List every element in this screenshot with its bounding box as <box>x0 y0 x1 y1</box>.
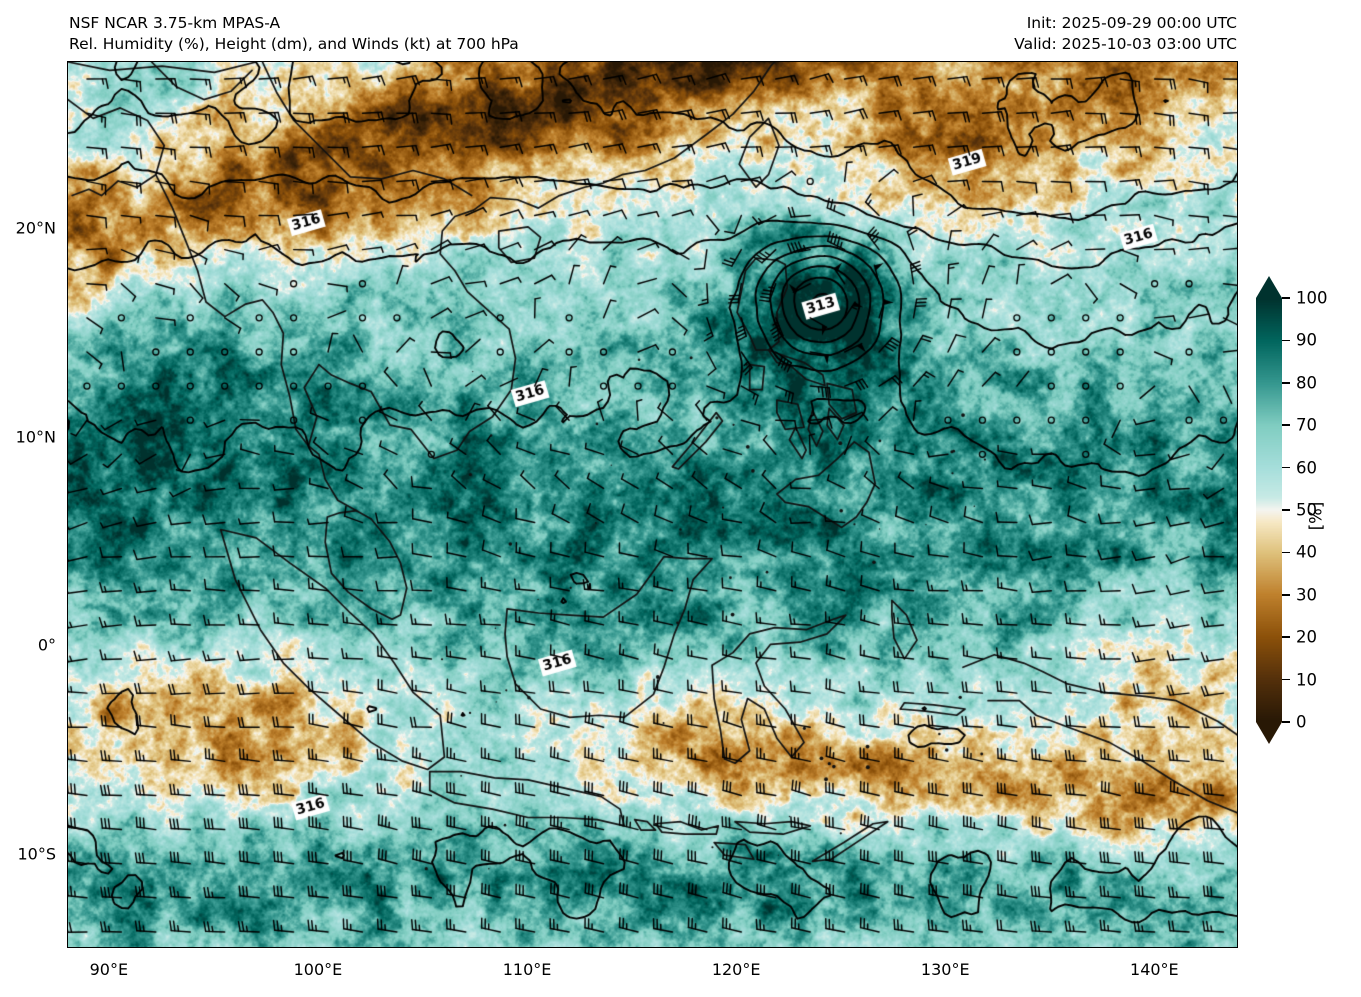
x-tick-label-140: 140°E <box>1130 960 1179 979</box>
y-tick-label-3: 10°S <box>17 844 56 864</box>
map-plot-area[interactable] <box>67 61 1238 948</box>
y-tick-label-0: 20°N <box>15 218 56 238</box>
colorbar-tick-30 <box>1282 594 1290 596</box>
colorbar-tick-label-40: 40 <box>1296 542 1317 562</box>
colorbar-tick-label-80: 80 <box>1296 373 1317 393</box>
y-tick-label-1: 10°N <box>15 427 56 447</box>
colorbar-gradient <box>1256 298 1282 722</box>
humidity-field-canvas <box>68 62 1237 947</box>
colorbar-tick-60 <box>1282 466 1290 469</box>
header-right: Init: 2025-09-29 00:00 UTC Valid: 2025-1… <box>1014 13 1237 55</box>
colorbar-unit-label: [%] <box>1306 501 1326 531</box>
field-title: Rel. Humidity (%), Height (dm), and Wind… <box>69 35 519 53</box>
x-tick-label-100: 100°E <box>293 960 343 979</box>
x-tick-label-120: 120°E <box>711 960 761 979</box>
x-tick-label-90: 90°E <box>89 960 129 979</box>
colorbar-tick-10 <box>1282 678 1290 681</box>
x-tick-label-110: 110°E <box>502 960 552 979</box>
colorbar-tick-label-0: 0 <box>1296 712 1307 732</box>
colorbar-extend-high-arrow <box>1256 276 1282 298</box>
colorbar-tick-80 <box>1282 382 1290 384</box>
valid-time: Valid: 2025-10-03 03:00 UTC <box>1014 35 1237 53</box>
colorbar-tick-label-60: 60 <box>1296 458 1317 478</box>
colorbar-tick-label-50: 50 <box>1296 500 1317 520</box>
colorbar-extend-low-arrow <box>1256 722 1282 744</box>
colorbar-tick-50 <box>1282 509 1290 511</box>
colorbar-tick-100 <box>1282 297 1290 299</box>
colorbar-tick-20 <box>1282 636 1290 638</box>
colorbar-tick-40 <box>1282 551 1290 554</box>
colorbar-tick-label-100: 100 <box>1296 288 1328 308</box>
colorbar-tick-label-30: 30 <box>1296 585 1317 605</box>
colorbar-tick-label-10: 10 <box>1296 670 1317 690</box>
colorbar-tick-0 <box>1282 721 1290 723</box>
model-title: NSF NCAR 3.75-km MPAS-A <box>69 14 281 32</box>
colorbar-tick-label-70: 70 <box>1296 415 1317 435</box>
colorbar-tick-70 <box>1282 424 1290 426</box>
colorbar-tick-90 <box>1282 339 1290 342</box>
init-time: Init: 2025-09-29 00:00 UTC <box>1026 14 1237 32</box>
x-tick-label-130: 130°E <box>920 960 970 979</box>
colorbar: 0 10 20 30 40 50 60 70 80 90 100 <box>1256 276 1328 744</box>
y-tick-label-2: 0° <box>37 635 56 655</box>
colorbar-tick-label-90: 90 <box>1296 330 1317 350</box>
colorbar-tick-label-20: 20 <box>1296 627 1317 647</box>
header-left: NSF NCAR 3.75-km MPAS-A Rel. Humidity (%… <box>69 13 519 55</box>
